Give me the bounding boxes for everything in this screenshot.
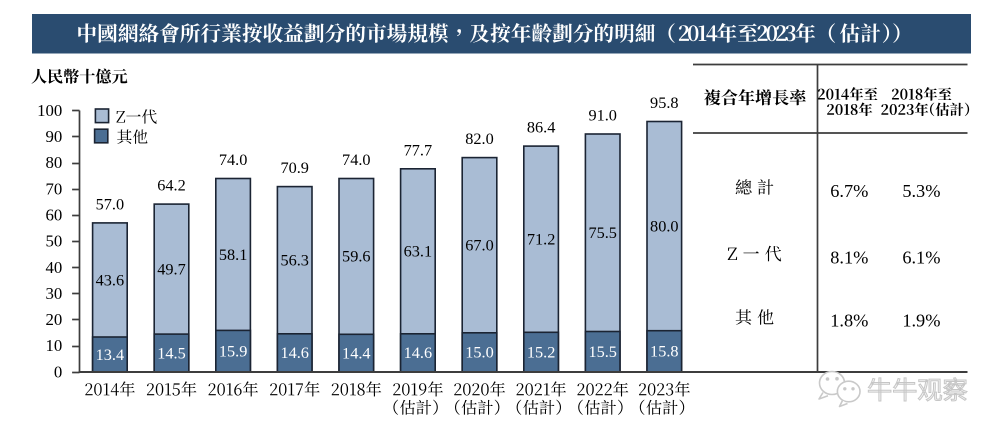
- svg-text:49.7: 49.7: [157, 259, 186, 278]
- svg-text:15.5: 15.5: [588, 342, 617, 361]
- svg-text:77.7: 77.7: [404, 140, 433, 159]
- svg-text:15.9: 15.9: [219, 342, 248, 361]
- svg-text:80.0: 80.0: [650, 216, 679, 235]
- svg-text:15.2: 15.2: [527, 342, 556, 361]
- svg-text:70.9: 70.9: [280, 158, 309, 177]
- svg-text:14.6: 14.6: [280, 343, 309, 362]
- svg-text:100: 100: [37, 101, 62, 120]
- svg-text:15.8: 15.8: [650, 342, 679, 361]
- svg-text:59.6: 59.6: [342, 247, 371, 266]
- svg-text:70: 70: [46, 179, 63, 198]
- svg-text:8.1%: 8.1%: [830, 248, 868, 268]
- svg-text:63.1: 63.1: [404, 242, 433, 261]
- svg-text:60: 60: [46, 206, 63, 225]
- svg-text:14.4: 14.4: [342, 344, 371, 363]
- svg-text:5.3%: 5.3%: [902, 181, 940, 201]
- svg-text:67.0: 67.0: [465, 236, 494, 255]
- svg-text:13.4: 13.4: [96, 345, 125, 364]
- svg-text:1.9%: 1.9%: [902, 310, 940, 330]
- svg-text:90: 90: [46, 127, 63, 146]
- svg-text:30: 30: [46, 284, 63, 303]
- svg-text:6.7%: 6.7%: [830, 181, 868, 201]
- svg-text:6.1%: 6.1%: [902, 248, 940, 268]
- svg-text:43.6: 43.6: [96, 270, 125, 289]
- svg-text:86.4: 86.4: [527, 118, 556, 137]
- svg-text:1.8%: 1.8%: [830, 310, 868, 330]
- svg-text:0: 0: [54, 362, 62, 381]
- svg-text:95.8: 95.8: [650, 93, 679, 112]
- svg-text:14.6: 14.6: [404, 343, 433, 362]
- svg-text:64.2: 64.2: [157, 176, 186, 195]
- svg-text:91.0: 91.0: [588, 106, 617, 125]
- svg-text:20: 20: [46, 310, 63, 329]
- svg-text:10: 10: [46, 336, 63, 355]
- svg-text:50: 50: [46, 232, 63, 251]
- svg-text:75.5: 75.5: [588, 223, 617, 242]
- svg-text:57.0: 57.0: [96, 194, 125, 213]
- svg-text:82.0: 82.0: [465, 129, 494, 148]
- svg-text:71.2: 71.2: [527, 230, 556, 249]
- svg-text:14.5: 14.5: [157, 343, 186, 362]
- svg-text:74.0: 74.0: [219, 150, 248, 169]
- svg-text:74.0: 74.0: [342, 150, 371, 169]
- svg-text:56.3: 56.3: [280, 251, 309, 270]
- svg-text:15.0: 15.0: [465, 343, 494, 362]
- svg-text:58.1: 58.1: [219, 245, 248, 264]
- svg-text:80: 80: [46, 153, 63, 172]
- svg-text:40: 40: [46, 258, 63, 277]
